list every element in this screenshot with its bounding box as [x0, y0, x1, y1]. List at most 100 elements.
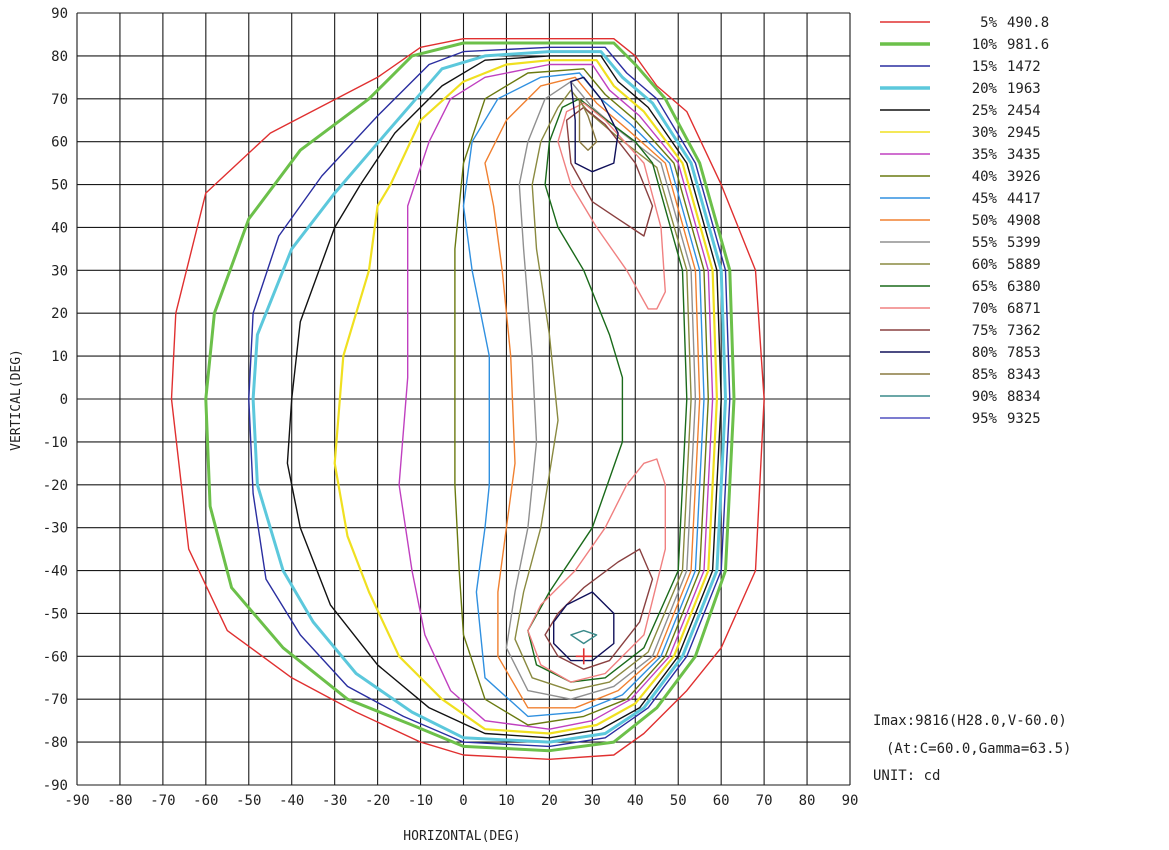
x-tick-label: -10: [408, 793, 433, 809]
legend-value: 5889: [1007, 257, 1041, 273]
legend-percent: 40%: [972, 169, 998, 185]
x-tick-label: -60: [193, 793, 218, 809]
legend-value: 1963: [1007, 81, 1041, 97]
legend-percent: 60%: [972, 257, 998, 273]
contour-line: [484, 76, 701, 709]
y-tick-label: -20: [43, 478, 68, 494]
legend-percent: 15%: [972, 59, 998, 75]
legend-value: 4417: [1007, 191, 1041, 207]
legend-value: 2454: [1007, 103, 1041, 119]
contour-line: [578, 98, 598, 151]
contour-line: [398, 63, 714, 730]
y-tick-labels: 90 80 70 60 50 40 30 20 10 0 -10 -20 -30 -40 -50 -60 -70…: [43, 6, 68, 794]
x-axis-label: HORIZONTAL(DEG): [403, 829, 520, 844]
legend-value: 3435: [1007, 147, 1041, 163]
y-tick-label: 90: [51, 6, 68, 22]
legend-percent: 10%: [972, 37, 998, 53]
legend-percent: 65%: [972, 279, 998, 295]
x-tick-label: -40: [279, 793, 304, 809]
legend-value: 981.6: [1007, 37, 1049, 53]
chart-legend: 5% 490.8 10% 981.6 15% 1472 20% 1963 25% 2454 30% 2…: [880, 15, 1049, 427]
legend-value: 3926: [1007, 169, 1041, 185]
x-tick-label: 20: [541, 793, 558, 809]
contour-line: [527, 458, 666, 683]
contour-line: [204, 41, 736, 753]
max-intensity-marker: [575, 648, 592, 665]
unit-info: UNIT: cd: [873, 768, 940, 784]
contour-line: [251, 50, 727, 744]
y-tick-label: 80: [51, 49, 68, 65]
contour-line: [514, 89, 692, 692]
imax-info: Imax:9816(H28.0,V-60.0): [873, 713, 1067, 729]
y-tick-label: -90: [43, 778, 68, 794]
y-tick-label: -80: [43, 735, 68, 751]
contour-line: [557, 102, 666, 310]
x-tick-label: -70: [150, 793, 175, 809]
y-tick-label: 10: [51, 349, 68, 365]
contour-line: [570, 629, 598, 645]
x-tick-label: 0: [459, 793, 467, 809]
contour-line: [505, 80, 697, 700]
y-axis-label: VERTICAL(DEG): [9, 349, 24, 451]
legend-value: 8343: [1007, 367, 1041, 383]
y-tick-label: 30: [51, 263, 68, 279]
y-tick-label: -60: [43, 649, 68, 665]
x-tick-label: 70: [756, 793, 773, 809]
contour-line: [333, 59, 719, 735]
x-tick-label: 60: [713, 793, 730, 809]
legend-value: 7853: [1007, 345, 1041, 361]
legend-percent: 45%: [972, 191, 998, 207]
y-tick-label: 40: [51, 220, 68, 236]
y-tick-label: -40: [43, 564, 68, 580]
legend-percent: 30%: [972, 125, 998, 141]
legend-value: 2945: [1007, 125, 1041, 141]
legend-value: 5399: [1007, 235, 1041, 251]
legend-percent: 55%: [972, 235, 998, 251]
x-tick-label: -30: [322, 793, 347, 809]
y-tick-label: 20: [51, 306, 68, 322]
contour-line: [462, 72, 705, 718]
legend-percent: 90%: [972, 389, 998, 405]
contour-line: [286, 55, 722, 739]
legend-value: 490.8: [1007, 15, 1049, 31]
y-tick-label: -70: [43, 692, 68, 708]
legend-value: 6871: [1007, 301, 1041, 317]
y-tick-label: -10: [43, 435, 68, 451]
legend-value: 9325: [1007, 411, 1041, 427]
legend-value: 7362: [1007, 323, 1041, 339]
legend-percent: 50%: [972, 213, 998, 229]
legend-percent: 20%: [972, 81, 998, 97]
contour-line: [248, 46, 731, 748]
contour-line: [170, 38, 765, 760]
y-tick-label: -50: [43, 606, 68, 622]
x-tick-label: 50: [670, 793, 687, 809]
x-tick-label: -20: [365, 793, 390, 809]
legend-percent: 5%: [980, 15, 997, 31]
legend-value: 1472: [1007, 59, 1041, 75]
legend-value: 8834: [1007, 389, 1041, 405]
y-tick-label: -30: [43, 521, 68, 537]
x-tick-label: 30: [584, 793, 601, 809]
x-tick-label: 40: [627, 793, 644, 809]
legend-percent: 70%: [972, 301, 998, 317]
x-tick-labels: -90 -80 -70 -60 -50 -40 -30 -20 -10 0 10 20 30 40 50 60…: [64, 793, 858, 809]
y-tick-label: 60: [51, 135, 68, 151]
x-tick-label: -90: [64, 793, 89, 809]
x-tick-label: -80: [107, 793, 132, 809]
measurement-info: (At:C=60.0,Gamma=63.5): [886, 741, 1071, 757]
y-tick-label: 70: [51, 92, 68, 108]
x-tick-label: -50: [236, 793, 261, 809]
contour-line: [553, 591, 615, 662]
legend-value: 4908: [1007, 213, 1041, 229]
legend-percent: 35%: [972, 147, 998, 163]
legend-percent: 85%: [972, 367, 998, 383]
legend-percent: 95%: [972, 411, 998, 427]
y-tick-label: 0: [60, 392, 68, 408]
x-tick-label: 10: [498, 793, 515, 809]
legend-percent: 80%: [972, 345, 998, 361]
contour-line: [544, 548, 654, 670]
contour-line: [454, 68, 709, 726]
x-tick-label: 80: [799, 793, 816, 809]
x-tick-label: 90: [842, 793, 859, 809]
